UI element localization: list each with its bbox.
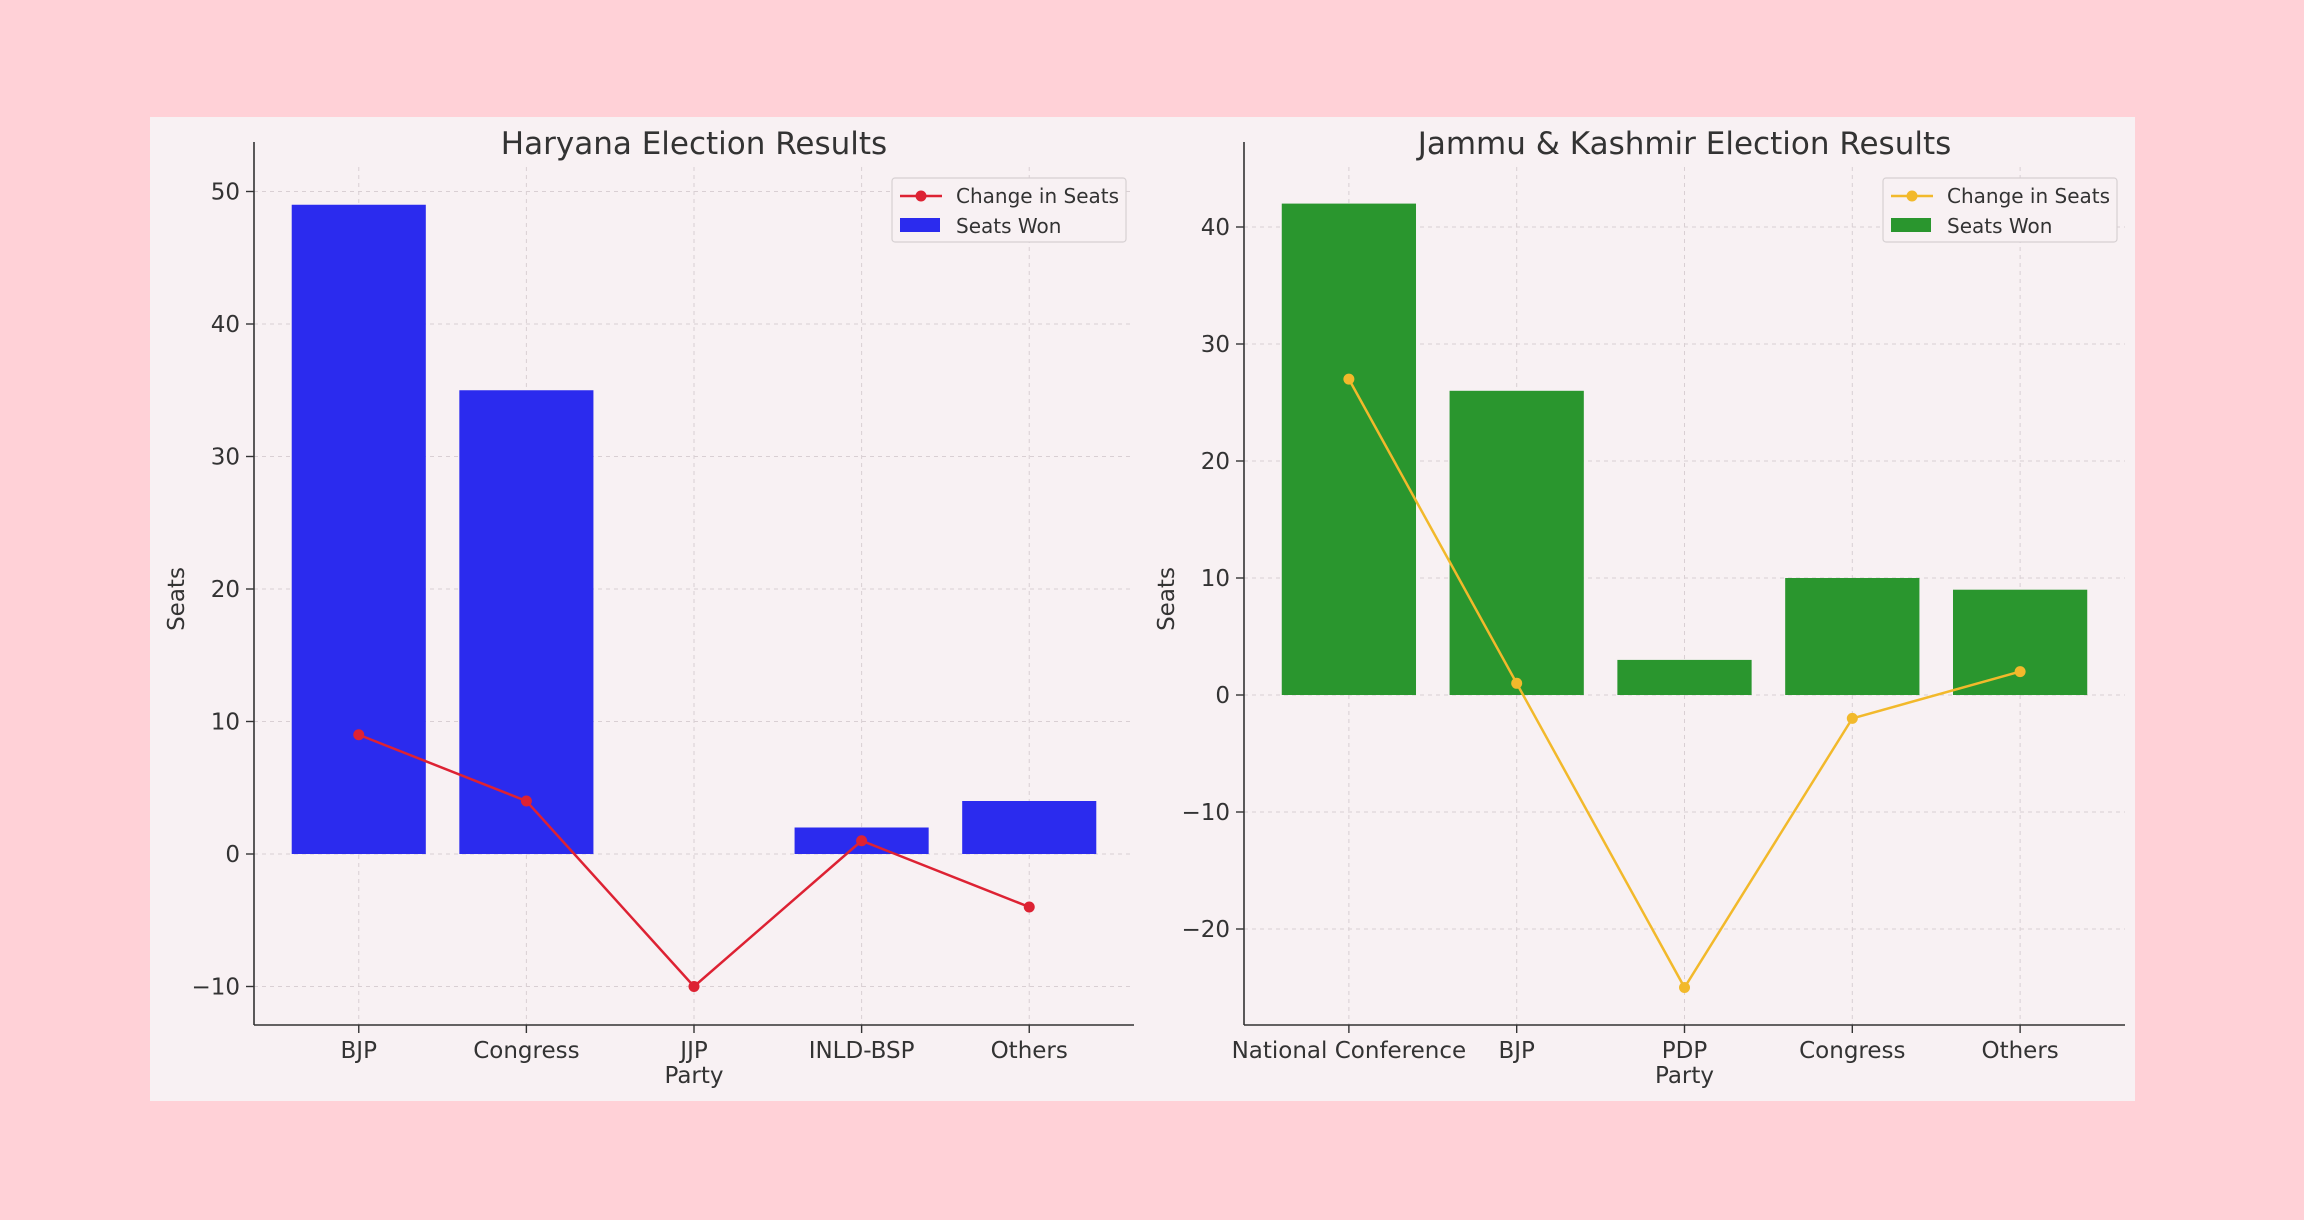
y-tick-label: −20 [1181,917,1230,943]
x-tick-label: BJP [341,1038,378,1064]
x-axis-label: Party [1655,1063,1714,1089]
y-tick-label: 0 [225,842,240,868]
change-point [353,729,365,741]
legend-box [891,177,1127,243]
change-point [1511,677,1523,689]
y-tick-label: −10 [1181,800,1230,826]
change-point [1343,373,1355,385]
y-tick-label: 40 [1201,215,1230,241]
change-point [1679,982,1690,993]
legend-label-change: Change in Seats [956,184,1119,208]
y-axis-label: Seats [164,567,190,631]
x-tick-label: JJP [678,1038,708,1064]
change-point [2014,666,2026,678]
y-tick-label: 20 [1201,449,1230,475]
x-tick-label: Others [1981,1038,2058,1064]
x-tick-label: Congress [1799,1038,1905,1064]
x-tick-label: National Conference [1232,1038,1467,1064]
y-tick-label: 30 [211,445,240,471]
legend-bar-swatch [1891,218,1931,232]
change-point [1846,712,1858,724]
y-tick-label: −10 [191,975,240,1001]
legend-box [1882,177,2118,243]
bar-others [962,801,1097,854]
legend-label-seats: Seats Won [956,214,1061,238]
x-tick-label: INLD-BSP [809,1038,915,1064]
chart-title: Jammu & Kashmir Election Results [1416,126,1952,162]
chart-title: Haryana Election Results [501,126,887,162]
y-tick-label: 10 [1201,566,1230,592]
bar-congress [1785,578,1920,695]
change-line [358,733,1030,989]
x-tick-label: BJP [1498,1038,1535,1064]
y-tick-label: 30 [1201,332,1230,358]
bar-national-conference [1281,203,1417,695]
change-point [1023,901,1035,913]
bar-others [1952,589,2088,695]
y-tick-label: 0 [1215,683,1230,709]
y-tick-label: 40 [211,312,240,338]
y-tick-label: 50 [211,180,240,206]
legend-bar-swatch [900,218,940,232]
charts-svg: −10 0 10 20 30 40 50 BJP Congress JJP INLD-BSP Othe… [164,126,2125,1089]
x-tick-label: Congress [473,1038,579,1064]
y-tick-label: 20 [211,577,240,603]
legend-label-change: Change in Seats [1947,184,2110,208]
y-axis-label: Seats [1154,567,1180,631]
change-point [520,795,532,807]
x-axis-label: Party [664,1063,723,1089]
legend-marker [1906,190,1918,202]
change-point [688,981,700,992]
x-tick-label: PDP [1662,1038,1708,1064]
change-point [856,835,868,847]
bar-bjp [1449,390,1584,695]
bar-congress [459,390,594,854]
legend-marker [915,190,927,202]
legend-label-seats: Seats Won [1947,214,2052,238]
y-tick-label: 10 [211,710,240,736]
charts-panel: −10 0 10 20 30 40 50 BJP Congress JJP INLD-BSP Othe… [150,117,2135,1101]
bar-pdp [1617,659,1752,695]
x-tick-label: Others [991,1038,1068,1064]
bar-bjp [291,204,426,854]
